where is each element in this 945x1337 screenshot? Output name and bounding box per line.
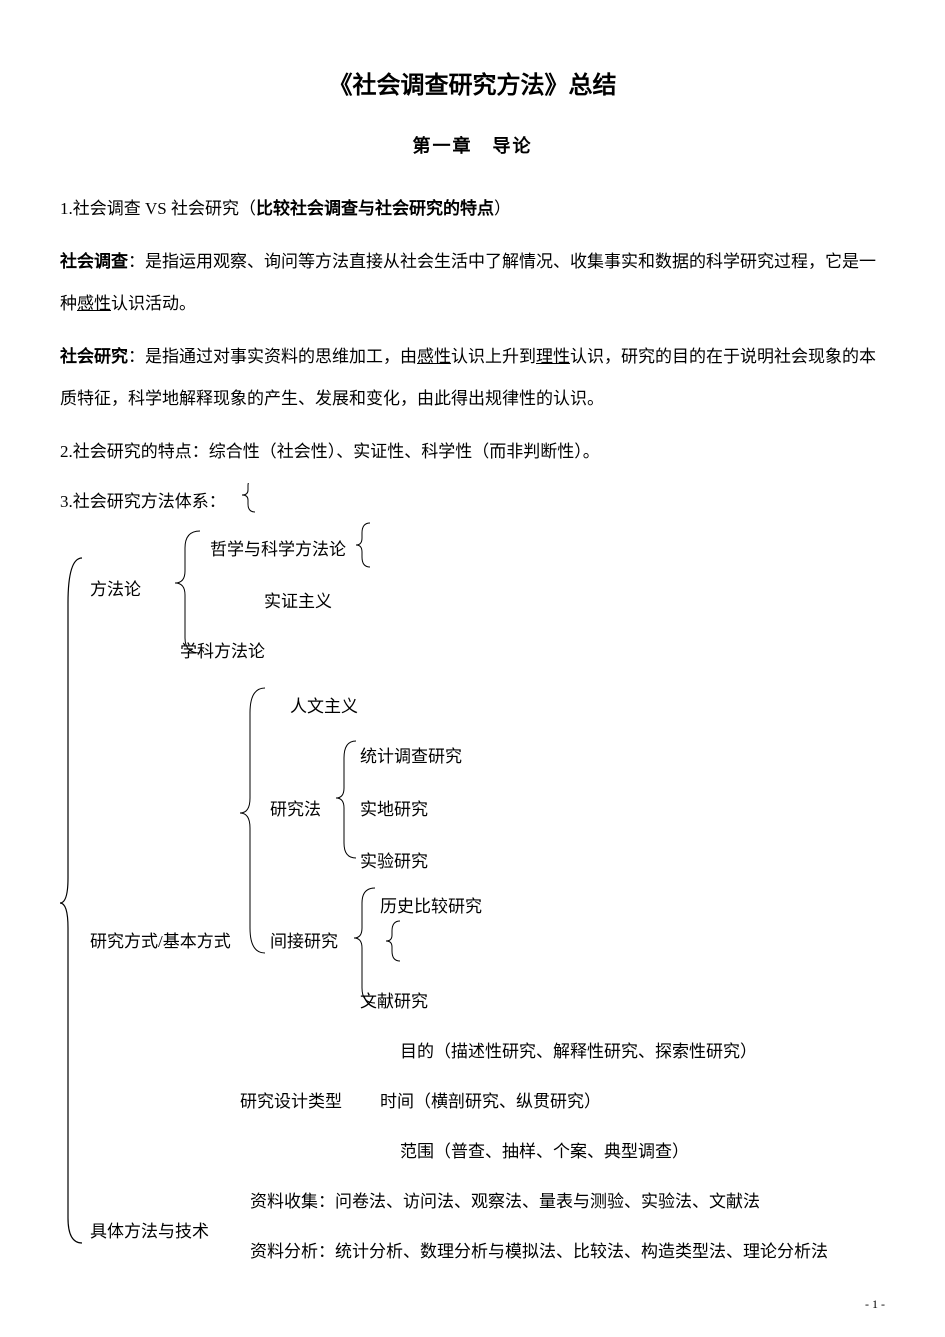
node-hist-comp: 历史比较研究 <box>380 888 482 925</box>
node-philosophy: 哲学与科学方法论 <box>210 531 346 568</box>
p1-suffix: ） <box>494 199 511 218</box>
node-scope: 范围（普查、抽样、个案、典型调查） <box>400 1133 689 1170</box>
node-data-collect: 资料收集：问卷法、访问法、观察法、量表与测验、实验法、文献法 <box>250 1183 760 1220</box>
doc-subtitle: 第一章 导论 <box>60 127 885 167</box>
root-label: 3.社会研究方法体系： <box>60 483 226 520</box>
node-discipline: 学科方法论 <box>180 633 265 670</box>
p1-bold: 比较社会调查与社会研究的特点 <box>256 199 494 218</box>
node-design-type: 研究设计类型 <box>240 1083 342 1120</box>
node-field: 实地研究 <box>360 791 428 828</box>
node-humanism: 人文主义 <box>290 688 358 725</box>
node-purpose: 目的（描述性研究、解释性研究、探索性研究） <box>400 1033 757 1070</box>
paragraph-2: 社会调查：是指运用观察、询问等方法直接从社会生活中了解情况、收集事实和数据的科学… <box>60 241 885 326</box>
p2-text-b: 认识活动。 <box>111 294 196 313</box>
p3-text-a: ：是指通过对事实资料的思维加工，由 <box>128 347 417 366</box>
node-data-analysis: 资料分析：统计分析、数理分析与模拟法、比较法、构造类型法、理论分析法 <box>250 1233 828 1270</box>
paragraph-1: 1.社会调查 VS 社会研究（比较社会调查与社会研究的特点） <box>60 188 885 231</box>
p3-u1: 感性 <box>417 347 451 366</box>
node-methodology: 方法论 <box>90 571 141 608</box>
node-research-mode: 研究方式/基本方式 <box>90 923 231 960</box>
node-experiment-r: 实验研究 <box>360 843 428 880</box>
p2-underline: 感性 <box>77 294 111 313</box>
node-indirect: 间接研究 <box>270 923 338 960</box>
p3-text-b: 认识上升到 <box>451 347 536 366</box>
node-research-method: 研究法 <box>270 791 321 828</box>
p2-bold: 社会调查 <box>60 252 128 271</box>
p1-prefix: 1.社会调查 VS 社会研究（ <box>60 199 256 218</box>
node-positivism: 实证主义 <box>264 583 332 620</box>
doc-title: 《社会调查研究方法》总结 <box>60 60 885 113</box>
tree-diagram: 3.社会研究方法体系： 方法论 哲学与科学方法论 实证主义 学科方法论 人文主义… <box>60 483 885 1263</box>
p3-bold: 社会研究 <box>60 347 128 366</box>
paragraph-3: 社会研究：是指通过对事实资料的思维加工，由感性认识上升到理性认识，研究的目的在于… <box>60 336 885 421</box>
node-methods-tech: 具体方法与技术 <box>90 1213 209 1250</box>
paragraph-4: 2.社会研究的特点：综合性（社会性）、实证性、科学性（而非判断性）。 <box>60 431 885 474</box>
node-stat-survey: 统计调查研究 <box>360 738 462 775</box>
node-time: 时间（横剖研究、纵贯研究） <box>380 1083 601 1120</box>
page-number: - 1 - <box>865 1291 885 1317</box>
node-literature: 文献研究 <box>360 983 428 1020</box>
p3-u2: 理性 <box>536 347 570 366</box>
